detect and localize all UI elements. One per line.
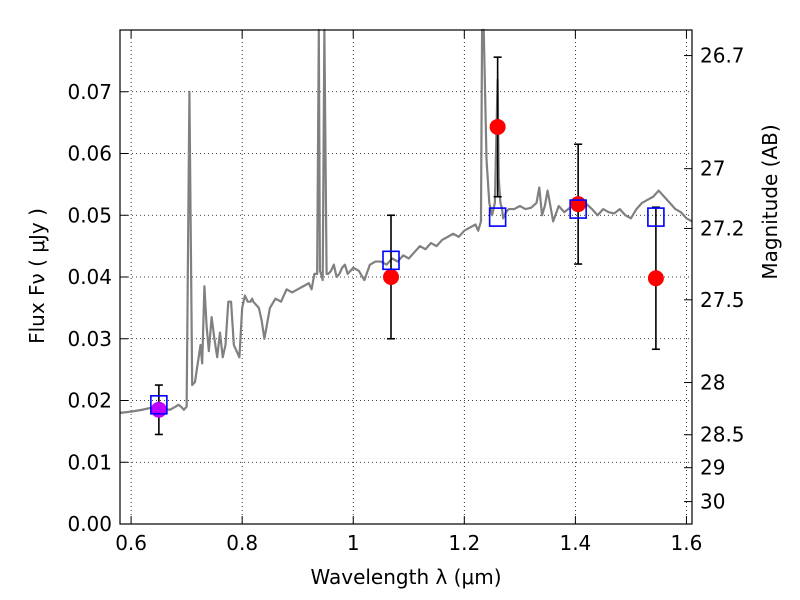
y-tick-label: 0.04 <box>67 265 112 289</box>
y-tick-label: 0.01 <box>67 450 112 474</box>
synthetic-square <box>488 207 507 227</box>
right-tick-label: 28.5 <box>700 423 745 447</box>
right-tick-label: 29 <box>700 456 725 480</box>
right-tick-label: 26.7 <box>700 44 745 68</box>
synthetic-square <box>382 250 400 271</box>
synthetic-square <box>569 199 587 219</box>
x-tick-label: 0.6 <box>115 531 147 555</box>
y-tick-label: 0.06 <box>67 142 112 166</box>
y-axis-title: Flux Fν ( μJy ) <box>25 208 49 344</box>
x-axis-title: Wavelength λ (μm) <box>310 565 501 589</box>
x-tick-label: 1.2 <box>448 531 480 555</box>
y-tick-label: 0.02 <box>67 389 112 413</box>
photometry-point <box>570 196 587 213</box>
spectrum-line <box>119 28 693 414</box>
x-tick-label: 1 <box>347 531 360 555</box>
photometry-point <box>489 118 506 135</box>
plot-frame <box>119 29 693 525</box>
right-tick-label: 27 <box>700 157 725 181</box>
photometry-point <box>150 401 167 418</box>
right-axis-title: Magnitude (AB) <box>758 124 782 279</box>
right-tick-labels: 26.7 27 27.2 27.5 28 28.5 29 30 <box>700 44 745 514</box>
right-tick-label: 28 <box>700 371 725 395</box>
model-spectrum-series <box>119 28 693 414</box>
photometry-point <box>647 270 664 287</box>
right-tick-label: 27.2 <box>700 216 745 240</box>
x-tick-labels: 0.6 0.8 1 1.2 1.4 1.6 <box>115 531 702 555</box>
y-tick-label: 0.05 <box>67 203 112 227</box>
y-tick-label: 0.00 <box>67 512 112 536</box>
x-tick-label: 1.4 <box>559 531 591 555</box>
photometry-errorbars <box>154 56 660 436</box>
y-tick-label: 0.03 <box>67 327 112 351</box>
photometry-point <box>383 269 400 285</box>
grid-lines <box>120 30 692 525</box>
x-tick-label: 1.6 <box>671 531 703 555</box>
y-tick-labels: 0.00 0.01 0.02 0.03 0.04 0.05 0.06 0.07 <box>67 80 112 536</box>
synthetic-square <box>647 207 665 227</box>
synthetic-photometry-points <box>150 199 665 415</box>
right-tick-label: 30 <box>700 490 725 514</box>
y-tick-label: 0.07 <box>67 80 112 104</box>
right-tick-label: 27.5 <box>700 288 745 312</box>
x-tick-label: 0.8 <box>226 531 258 555</box>
axis-ticks <box>120 30 692 525</box>
photometry-points <box>150 118 664 418</box>
synthetic-square <box>150 395 168 415</box>
